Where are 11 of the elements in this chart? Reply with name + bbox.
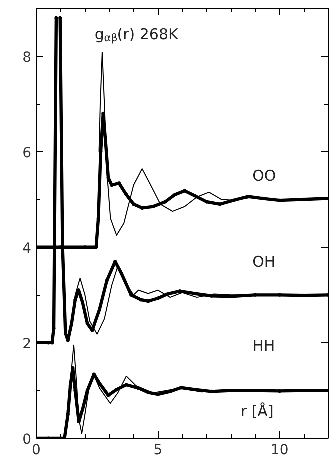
y-tick-label: 4: [22, 240, 32, 257]
y-tick-label: 6: [22, 145, 32, 162]
x-tick-label: 5: [154, 442, 163, 458]
annotation: HH: [252, 337, 276, 356]
x-axis-title: r [Å]: [240, 402, 274, 420]
x-tick-label: 10: [270, 442, 289, 458]
y-tick-label: 2: [22, 336, 32, 352]
y-tick-label: 0: [22, 432, 32, 448]
annotation: OH: [252, 253, 276, 272]
annotation: OO: [252, 167, 276, 186]
y-tick-label: 8: [22, 50, 32, 66]
